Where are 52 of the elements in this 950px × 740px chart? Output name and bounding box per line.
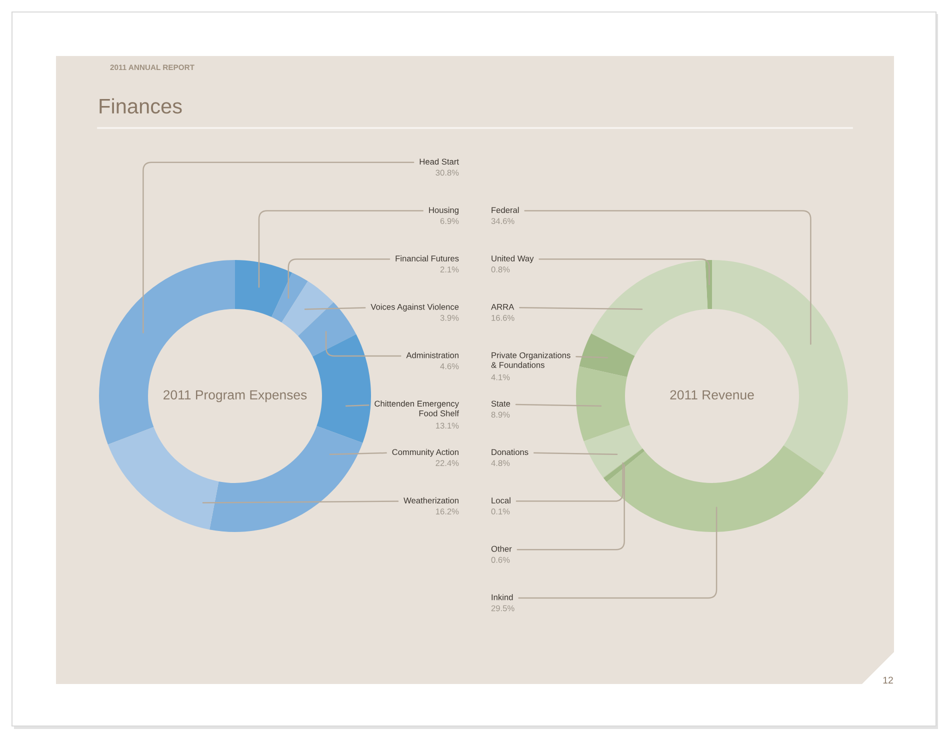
data-label: 0.6% <box>491 556 510 563</box>
slice-label: Federal <box>492 206 519 214</box>
data-label: 4.1% <box>491 374 510 380</box>
slice-label: Inkind <box>492 594 513 600</box>
donut-slice <box>210 426 363 532</box>
slice-label: Other <box>491 546 512 552</box>
slice-label: Administration <box>406 352 458 358</box>
slice-label: ARRA <box>491 304 514 310</box>
donut-slice <box>312 334 371 443</box>
donut-slice <box>298 302 356 357</box>
text: Finances <box>100 98 182 114</box>
slice-label: Housing <box>429 206 458 215</box>
data-label: 0.8% <box>491 266 510 272</box>
data-label: 16.2% <box>436 508 459 514</box>
donut-slice <box>235 260 292 318</box>
data-label: 6.9% <box>440 218 459 224</box>
data-label: 3.9% <box>440 314 459 321</box>
slice-label: Local <box>492 497 510 504</box>
slice-label: United Way <box>492 255 534 264</box>
slice-label: Financial Futures <box>396 255 459 262</box>
text: 2011 Revenue <box>670 390 754 400</box>
data-label: 34.6% <box>491 218 514 224</box>
slice-label: Voices Against Violence <box>370 304 459 312</box>
slice-label: Head Start <box>420 158 459 165</box>
data-label: 4.8% <box>491 460 510 466</box>
donut-slice <box>604 448 645 482</box>
donut-slice <box>584 424 642 478</box>
donut-slice <box>576 366 630 442</box>
data-label: 8.9% <box>491 412 510 418</box>
data-label: 0.1% <box>491 508 510 514</box>
data-label: 13.1% <box>436 422 459 429</box>
data-label: 29.5% <box>491 605 514 612</box>
data-label: 16.6% <box>492 314 514 321</box>
slice-label: Donations <box>492 448 528 456</box>
donut-slice <box>606 445 824 532</box>
donut-slice <box>108 427 219 530</box>
donut-slice <box>591 260 708 356</box>
data-label: 30.8% <box>436 170 459 176</box>
donut-slice <box>602 448 643 478</box>
slice-label: Weatherization <box>404 497 458 504</box>
slice-label: Community Action <box>392 448 458 457</box>
slice-label: Private Organizations & Foundations <box>491 352 570 368</box>
text: 12 <box>883 676 893 684</box>
data-label: 4.6% <box>440 363 459 370</box>
text: 2011 Program Expenses <box>164 390 307 402</box>
donut-slice <box>272 272 308 323</box>
slice-label: Chittenden Emergency Food Shelf <box>374 400 460 416</box>
slice-label: State <box>491 400 510 407</box>
donut-slice <box>579 333 635 378</box>
data-label: 22.4% <box>436 460 459 466</box>
data-label: 2.1% <box>440 266 459 272</box>
donut-slice <box>282 281 334 336</box>
